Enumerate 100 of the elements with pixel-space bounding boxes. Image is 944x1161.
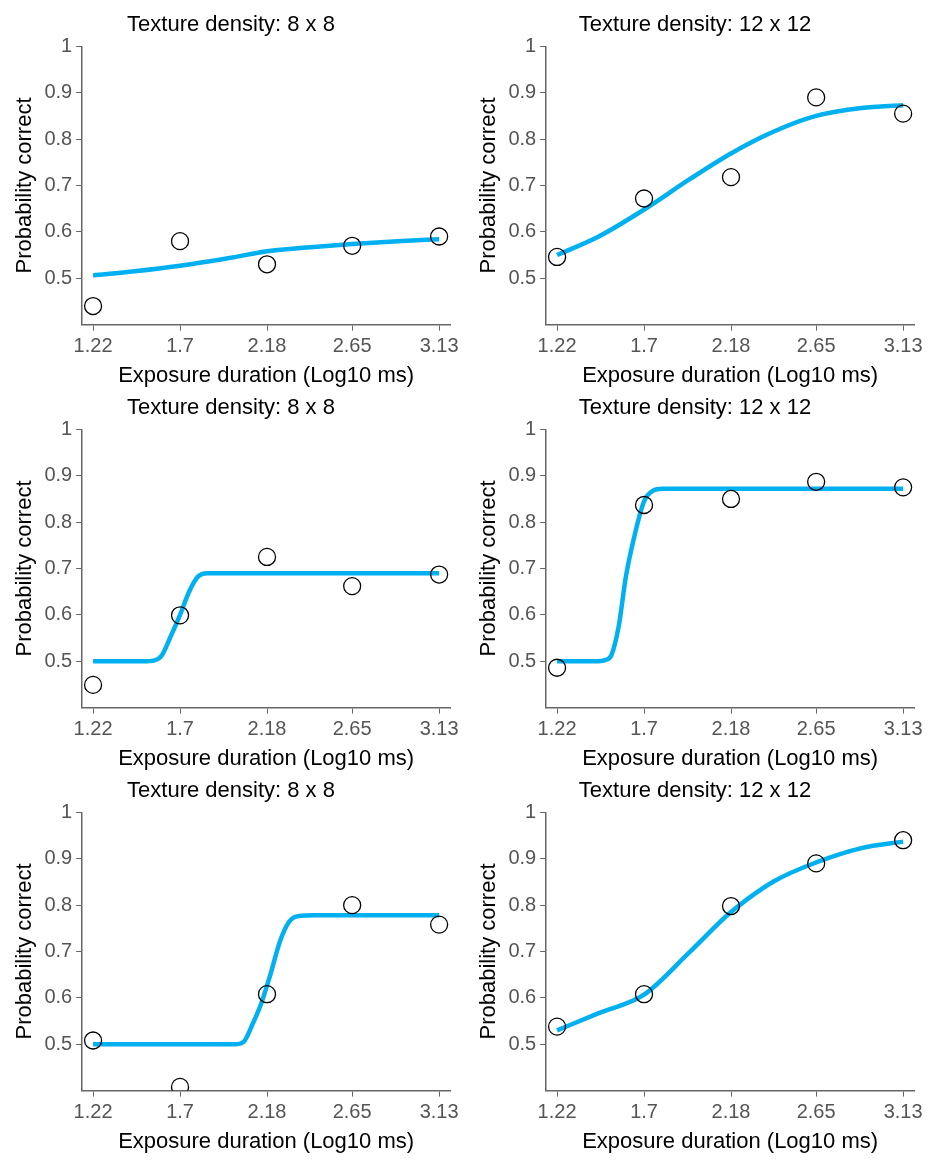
chart-title: Texture density: 12 x 12 (578, 11, 812, 37)
point (547, 1017, 567, 1036)
x-tick-label: 3.13 (419, 717, 459, 740)
y-tick-label: 0.8 (508, 126, 537, 149)
x-tick-label: 2.65 (796, 1100, 836, 1123)
point (893, 831, 913, 850)
chart-title: Texture density: 8 x 8 (127, 394, 335, 420)
y-tick-label: 0.6 (44, 985, 73, 1008)
y-tick-label: 0.9 (508, 463, 537, 486)
x-tick-label: 3.13 (883, 334, 923, 357)
point (634, 985, 654, 1004)
y-tick-label: 0.9 (44, 463, 73, 486)
x-tick-label: 1.22 (73, 717, 113, 740)
y-tick-label: 1 (61, 799, 73, 822)
x-tick-label: 2.65 (796, 717, 836, 740)
y-tick-label: 0.7 (508, 939, 537, 962)
x-axis-title: Exposure duration (Log10 ms) (118, 361, 415, 387)
y-tick-label: 0.6 (508, 219, 537, 242)
x-tick-label: 2.18 (711, 334, 751, 357)
chart-title: Texture density: 12 x 12 (578, 394, 812, 420)
point (343, 895, 362, 915)
y-tick-label: 0.9 (44, 80, 73, 103)
point (547, 247, 567, 267)
y-tick-label: 0.5 (44, 265, 73, 288)
x-tick-label: 1.7 (166, 1100, 194, 1123)
point (721, 168, 741, 187)
x-tick-label: 1.22 (73, 334, 113, 357)
point (170, 606, 190, 625)
y-tick-label: 0.8 (44, 509, 73, 532)
y-axis-title: Probability correct (11, 863, 37, 1040)
x-tick-label: 2.18 (711, 1100, 751, 1123)
x-tick-label: 3.13 (419, 334, 459, 357)
point (807, 472, 826, 491)
point (429, 915, 449, 934)
x-tick-label: 2.65 (332, 334, 372, 357)
point (257, 255, 277, 274)
y-tick-label: 0.9 (508, 846, 537, 869)
x-axis-title: Exposure duration (Log10 ms) (582, 744, 879, 770)
y-tick-label: 0.6 (44, 219, 73, 242)
point (429, 227, 449, 246)
x-axis-title: Exposure duration (Log10 ms) (118, 1127, 415, 1153)
y-tick-label: 0.9 (508, 80, 537, 103)
y-tick-label: 1 (525, 416, 537, 439)
y-tick-label: 0.6 (44, 602, 73, 625)
x-tick-label: 1.22 (73, 1100, 113, 1123)
x-tick-label: 1.7 (166, 334, 194, 357)
y-tick-label: 1 (61, 33, 73, 56)
point (83, 296, 103, 316)
x-axis-title: Exposure duration (Log10 ms) (582, 361, 879, 387)
point (343, 236, 362, 255)
point (343, 576, 362, 596)
y-tick-label: 0.7 (508, 173, 537, 196)
point (429, 565, 449, 584)
y-tick-label: 0.5 (44, 648, 73, 671)
y-tick-label: 0.6 (508, 602, 537, 625)
point (893, 104, 913, 123)
x-tick-label: 2.65 (796, 334, 836, 357)
y-tick-label: 0.7 (508, 556, 537, 579)
point (721, 896, 741, 916)
point (170, 231, 190, 251)
y-tick-label: 0.7 (44, 939, 73, 962)
x-tick-label: 1.7 (166, 717, 194, 740)
y-tick-label: 0.8 (44, 892, 73, 915)
x-tick-label: 2.65 (332, 717, 372, 740)
y-tick-label: 0.8 (44, 126, 73, 149)
point (721, 489, 741, 509)
y-tick-label: 0.5 (508, 265, 537, 288)
x-tick-label: 1.22 (537, 1100, 577, 1123)
y-tick-label: 0.8 (508, 509, 537, 532)
point (257, 547, 277, 567)
y-tick-label: 0.5 (508, 648, 537, 671)
chart-title: Texture density: 8 x 8 (127, 11, 335, 37)
x-tick-label: 1.22 (537, 717, 577, 740)
y-tick-label: 0.6 (508, 985, 537, 1008)
y-axis-title: Probability correct (11, 97, 37, 274)
x-tick-label: 1.7 (630, 1100, 658, 1123)
point (807, 854, 826, 873)
y-axis-title: Probability correct (11, 480, 37, 657)
chart-title: Texture density: 8 x 8 (127, 777, 335, 803)
y-tick-label: 0.5 (44, 1031, 73, 1054)
x-tick-label: 3.13 (883, 1100, 923, 1123)
point (547, 658, 567, 677)
y-tick-label: 0.5 (508, 1031, 537, 1054)
y-tick-label: 0.9 (44, 846, 73, 869)
x-tick-label: 3.13 (419, 1100, 459, 1123)
x-tick-label: 1.7 (630, 717, 658, 740)
point (83, 675, 103, 695)
x-axis-title: Exposure duration (Log10 ms) (118, 744, 415, 770)
y-axis-title: Probability correct (475, 863, 501, 1040)
y-axis-title: Probability correct (475, 97, 501, 274)
point (807, 88, 826, 107)
x-tick-label: 1.7 (630, 334, 658, 357)
x-tick-label: 2.18 (247, 334, 287, 357)
x-axis-title: Exposure duration (Log10 ms) (582, 1127, 879, 1153)
x-tick-label: 1.22 (537, 334, 577, 357)
point (257, 985, 277, 1004)
point (634, 495, 654, 515)
x-tick-label: 2.18 (711, 717, 751, 740)
x-tick-label: 2.65 (332, 1100, 372, 1123)
x-tick-label: 3.13 (883, 717, 923, 740)
